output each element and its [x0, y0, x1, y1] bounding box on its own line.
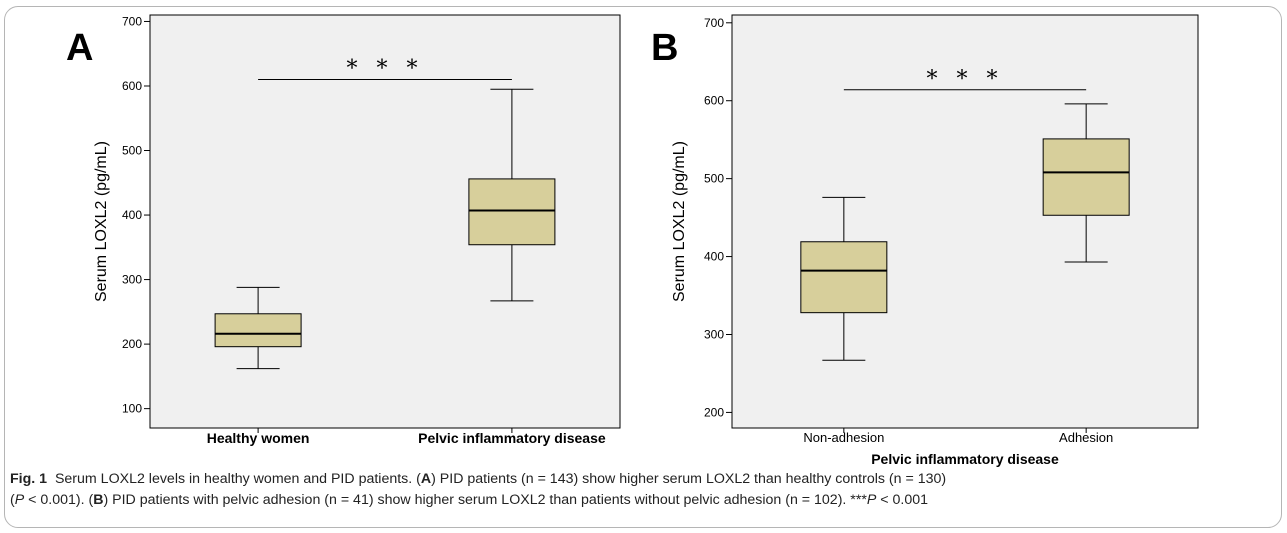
y-tick-label: 500: [122, 144, 142, 158]
box-iqr: [1042, 138, 1130, 216]
caption-panel-ref: B: [93, 492, 104, 508]
box-iqr: [214, 313, 302, 348]
caption-text: (: [10, 492, 15, 508]
y-tick-label: 200: [122, 337, 142, 351]
panel-letter: B: [651, 27, 678, 69]
caption-text: ) PID patients with pelvic adhesion (n =…: [103, 492, 867, 508]
significance-stars: * * *: [347, 57, 424, 82]
figure-caption: Fig. 1 Serum LOXL2 levels in healthy wom…: [10, 469, 1280, 511]
caption-panel-ref: A: [420, 471, 432, 487]
y-tick-label: 400: [122, 208, 142, 222]
box-iqr: [800, 241, 888, 314]
significance-stars: * * *: [927, 67, 1004, 92]
y-axis-title: Serum LOXL2 (pg/mL): [93, 141, 110, 302]
caption-text: < 0.001). (: [24, 492, 94, 508]
plot-area: [731, 14, 1199, 429]
x-axis-title: Pelvic inflammatory disease: [871, 451, 1059, 467]
y-tick-label: 100: [122, 402, 142, 416]
caption-p: P: [866, 492, 877, 508]
caption-text: ) PID patients (n = 143) show higher ser…: [431, 471, 947, 487]
y-tick-label: 300: [122, 273, 142, 287]
caption-text: < 0.001: [876, 492, 929, 508]
panel-letter: A: [66, 27, 93, 69]
y-tick-label: 200: [704, 405, 724, 419]
panel-b: B 200 300 400 500 600 700 Serum LOXL2 (pg/mL) No…: [651, 14, 1199, 467]
y-tick-label: 600: [122, 79, 142, 93]
y-tick-label: 700: [704, 16, 724, 30]
caption-fig-label: Fig. 1: [10, 471, 48, 487]
box-iqr: [468, 178, 556, 246]
x-category-label: Healthy women: [207, 430, 310, 446]
caption-line-1: Fig. 1 Serum LOXL2 levels in healthy wom…: [10, 469, 1280, 490]
caption-text: Serum LOXL2 levels in healthy women and …: [54, 471, 421, 487]
y-tick-label: 300: [704, 327, 724, 341]
caption-p: P: [14, 492, 25, 508]
x-category-label: Non-adhesion: [803, 430, 884, 445]
x-category-label: Pelvic inflammatory disease: [418, 430, 606, 446]
caption-line-2: (P < 0.001). (B) PID patients with pelvi…: [10, 490, 1280, 511]
y-tick-label: 600: [704, 94, 724, 108]
x-category-label: Adhesion: [1059, 430, 1113, 445]
y-axis-title: Serum LOXL2 (pg/mL): [671, 141, 688, 302]
panel-a: A 100 200 300 400 500 600 700 Serum LOXL2 (pg/mL…: [66, 14, 621, 446]
y-tick-label: 500: [704, 172, 724, 186]
y-tick-label: 700: [122, 14, 142, 28]
y-tick-label: 400: [704, 250, 724, 264]
